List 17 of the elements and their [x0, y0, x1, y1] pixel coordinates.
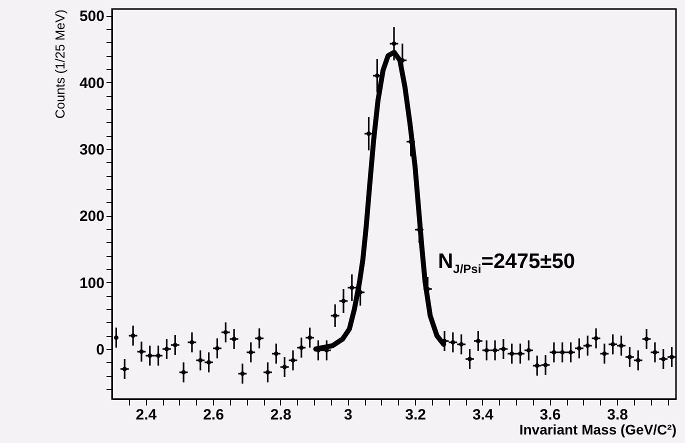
x-tick-label: 3.2 — [405, 406, 426, 424]
x-tick-label: 3.4 — [472, 406, 494, 424]
annotation: N$_{J/Psi}$=2475±50 — [438, 250, 576, 276]
x-tick-label: 3 — [344, 406, 352, 424]
y-tick-label: 0 — [96, 342, 104, 358]
x-tick-label: 2.4 — [136, 406, 158, 424]
y-tick-label: 400 — [79, 74, 104, 92]
x-tick-label: 3.6 — [540, 406, 561, 424]
y-tick-label: 100 — [79, 274, 104, 292]
y-tick-label: 200 — [79, 208, 104, 226]
x-axis-title: Invariant Mass (GeV/C²) — [519, 422, 676, 438]
x-tick-label: 3.8 — [607, 406, 628, 424]
y-tick-label: 500 — [79, 8, 104, 26]
x-tick-label: 2.6 — [203, 406, 224, 424]
y-axis-title: Counts (1/25 MeV) — [52, 10, 68, 119]
y-tick-label: 300 — [79, 142, 104, 158]
x-tick-label: 2.8 — [270, 406, 292, 424]
